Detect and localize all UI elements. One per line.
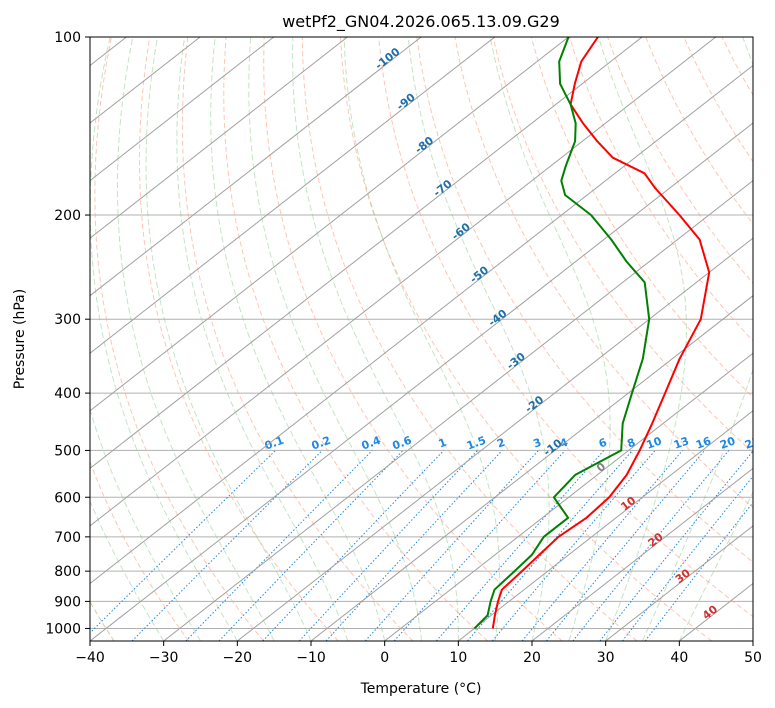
mixing-ratio-label: 0.4 (360, 434, 383, 453)
moist-adiabat (248, 37, 422, 641)
isotherm (90, 37, 496, 354)
isotherm (458, 410, 753, 641)
dry-adiabat (90, 460, 190, 641)
isotherm (90, 37, 717, 527)
moist-adiabat (292, 37, 459, 641)
isotherm (90, 122, 753, 641)
mixing-ratio-lines: 0.10.20.40.611.52346810131620253036 (90, 434, 762, 641)
mixing-ratio-label: 13 (672, 434, 691, 451)
mixing-ratio-line (262, 450, 445, 641)
mixing-ratio-label: 2 (495, 436, 507, 451)
x-tick-label: 50 (744, 650, 762, 666)
mixing-ratio-label: 1 (437, 436, 449, 451)
mixing-ratio-line (325, 450, 503, 641)
dry-adiabat (378, 37, 753, 618)
x-tick-label: 0 (380, 650, 389, 666)
y-tick-label: 200 (54, 208, 81, 224)
y-tick-label: 1000 (45, 621, 81, 637)
x-tick-label: −40 (75, 650, 105, 666)
isotherm (90, 64, 753, 585)
moist-adiabat (678, 490, 753, 641)
dry-adiabat (263, 37, 563, 641)
mixing-ratio-label: 10 (645, 434, 664, 452)
isotherm (90, 37, 643, 469)
isotherm (90, 37, 275, 182)
moist-adiabat (90, 407, 201, 641)
mixing-ratio-line (131, 450, 323, 641)
moist-adiabat (642, 37, 753, 641)
mixing-ratio-label: 16 (694, 434, 713, 452)
moist-adiabat (176, 37, 349, 641)
isotherms (90, 37, 753, 641)
mixing-ratio-line (218, 450, 404, 641)
x-tick-label: −30 (149, 650, 179, 666)
isotherm (605, 525, 753, 641)
temperature-profile (491, 37, 711, 629)
dry-adiabat (94, 37, 264, 641)
x-tick-label: −10 (296, 650, 326, 666)
mixing-ratio-label: 0.1 (263, 434, 286, 453)
isotherm (90, 37, 569, 412)
x-tick-label: 10 (449, 650, 467, 666)
x-tick-label: 40 (670, 650, 688, 666)
isotherm (163, 179, 753, 641)
mixing-ratio-line (622, 475, 753, 641)
y-axis-ticks: 100 200 300 400 500 600 700 800 900 1000 (45, 30, 90, 637)
mixing-ratio-line (185, 450, 373, 641)
x-tick-label: −20 (223, 650, 253, 666)
x-tick-label: 20 (523, 650, 541, 666)
mixing-ratio-label: 1.5 (465, 434, 488, 453)
dry-adiabat (138, 37, 339, 641)
dry-adiabat (530, 37, 753, 398)
dry-adiabat (181, 37, 414, 641)
sounding-profiles (473, 37, 711, 630)
isotherm (531, 467, 753, 641)
x-axis-title: Temperature (°C) (360, 681, 482, 697)
y-tick-label: 900 (54, 594, 81, 610)
y-tick-label: 700 (54, 530, 81, 546)
moist-adiabat (90, 37, 238, 641)
moist-adiabat (407, 37, 550, 641)
y-tick-label: 100 (54, 30, 81, 46)
dry-adiabat (568, 37, 753, 342)
y-tick-label: 300 (54, 312, 81, 328)
plot-frame (89, 36, 754, 642)
mixing-ratio-label: 20 (718, 434, 737, 452)
y-tick-label: 800 (54, 564, 81, 580)
mixing-ratio-label: 6 (597, 436, 609, 451)
moist-adiabat (598, 37, 687, 641)
isotherm (90, 37, 348, 239)
moist-adiabats (90, 37, 753, 641)
moist-adiabat (90, 499, 165, 641)
moist-adiabat (210, 37, 386, 641)
x-axis-ticks: −40 −30 −20 −10 0 10 20 30 40 50 (75, 641, 762, 666)
mixing-ratio-label: 8 (625, 436, 637, 451)
dry-adiabat (416, 37, 753, 563)
isotherm (90, 37, 422, 297)
mixing-ratio-line (298, 450, 478, 641)
mixing-ratio-label: 3 (531, 436, 543, 451)
moist-adiabat (343, 37, 500, 641)
dry-adiabat (223, 37, 488, 641)
mixing-ratio-line (467, 450, 633, 641)
isotherm (384, 352, 753, 641)
moist-adiabat (489, 37, 611, 641)
y-axis-title: Pressure (hPa) (12, 289, 28, 389)
isotherm (237, 237, 753, 641)
y-tick-label: 600 (54, 490, 81, 506)
y-tick-label: 500 (54, 443, 81, 459)
y-tick-label: 400 (54, 386, 81, 402)
mixing-ratio-label: 0.2 (310, 434, 333, 453)
mixing-ratio-line (572, 450, 730, 641)
dewpoint-profile (473, 37, 651, 630)
dry-adiabat (301, 37, 638, 641)
mixing-ratio-label: 25 (743, 434, 762, 451)
moist-adiabat (116, 37, 275, 641)
x-tick-label: 30 (597, 650, 615, 666)
mixing-ratio-label: 0.6 (391, 434, 414, 453)
isotherm (310, 295, 753, 641)
chart-title: wetPf2_GN04.2026.065.13.09.G29 (282, 12, 560, 32)
